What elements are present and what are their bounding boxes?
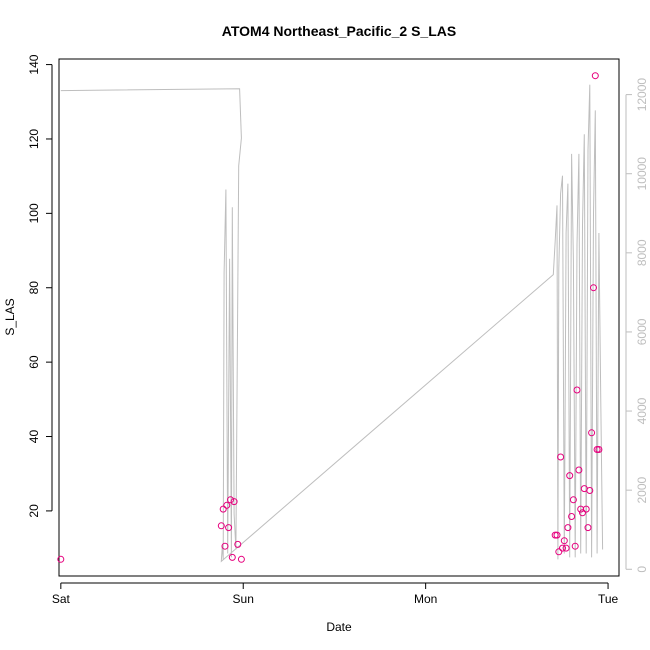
plot-area [57,58,620,577]
data-point [225,524,233,532]
secondary-series-line [60,84,604,563]
y-tick-label: 120 [27,129,41,149]
y2-tick-label: 2000 [635,476,649,503]
data-point [217,522,225,530]
data-point [571,542,579,550]
data-point [553,531,561,539]
x-tick-label: Tue [598,592,619,606]
data-point [591,72,599,80]
x-axis-label: Date [326,620,352,634]
data-point [595,446,603,453]
y-tick-label: 100 [27,203,41,223]
y-tick-label: 40 [27,430,41,444]
x-tick-label: Mon [414,592,437,606]
data-point [584,524,592,532]
data-point [582,505,590,513]
data-point [223,501,231,509]
data-point [586,487,594,494]
y-axis-right: 0 2000 4000 6000 8000 10000 12000 [625,78,649,573]
data-point [555,548,563,556]
y2-tick-label: 6000 [635,318,649,345]
data-point [566,472,574,480]
data-point [573,386,581,394]
data-point [557,453,565,461]
data-point [559,544,566,552]
data-point [588,429,596,437]
data-point [221,542,229,550]
data-point [230,498,238,506]
data-point [228,553,236,561]
x-axis: Sat Sun Mon Tue [52,582,619,606]
y2-tick-label: 8000 [635,239,649,266]
y-tick-label: 60 [27,355,41,369]
data-point [219,505,227,513]
y-axis-label: S_LAS [3,298,17,335]
data-point [575,466,583,474]
data-point [590,284,597,292]
x-tick-label: Sun [233,592,254,606]
y2-tick-label: 0 [635,566,649,573]
y2-tick-label: 10000 [635,157,649,191]
x-tick-label: Sat [52,592,71,606]
data-point [564,524,572,532]
data-point [568,513,576,520]
chart-title: ATOM4 Northeast_Pacific_2 S_LAS [222,23,456,39]
data-point [562,544,570,552]
y-axis-left: 20 40 60 80 100 120 140 [27,54,53,518]
data-point [237,555,245,563]
data-point [560,537,568,545]
data-point [57,555,65,563]
y2-tick-label: 4000 [635,397,649,424]
y-tick-label: 80 [27,281,41,295]
data-point [569,496,577,504]
plot-frame [58,58,620,577]
data-point [227,496,234,504]
data-point [579,509,586,517]
y2-tick-label: 12000 [635,78,649,112]
y-tick-label: 20 [27,504,41,518]
data-point [234,540,242,548]
y-tick-label: 140 [27,54,41,74]
scatter-points [57,72,603,563]
